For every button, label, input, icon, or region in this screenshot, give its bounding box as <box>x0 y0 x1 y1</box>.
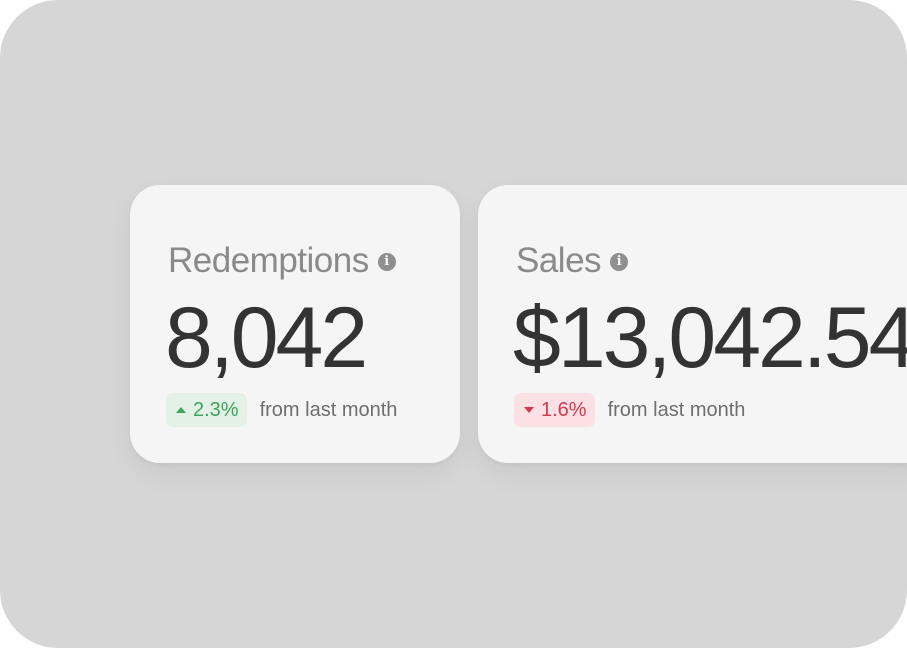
triangle-down-icon <box>524 407 534 413</box>
info-icon[interactable]: i <box>377 253 396 271</box>
redemptions-change-caption: from last month <box>259 399 398 421</box>
sales-title-row: Sales i <box>516 241 629 281</box>
sales-change-row: 1.6% from last month <box>514 393 745 427</box>
info-icon[interactable]: i <box>610 253 629 271</box>
sales-change-caption: from last month <box>607 399 746 421</box>
triangle-up-icon <box>176 407 186 413</box>
sales-stat-card: Sales i $13,042.54 1.6% from last month <box>478 185 907 463</box>
sales-change-badge: 1.6% <box>514 393 595 427</box>
redemptions-change-badge: 2.3% <box>166 393 247 427</box>
redemptions-title-row: Redemptions i <box>168 241 396 281</box>
sales-value: $13,042.54 <box>513 290 907 386</box>
redemptions-title: Redemptions <box>168 241 369 280</box>
redemptions-value: 8,042 <box>165 290 368 386</box>
redemptions-stat-card: Redemptions i 8,042 2.3% from last month <box>130 185 460 463</box>
sales-title: Sales <box>516 241 602 280</box>
sales-change-value: 1.6% <box>541 399 587 421</box>
redemptions-change-row: 2.3% from last month <box>166 393 397 427</box>
redemptions-change-value: 2.3% <box>193 399 239 421</box>
